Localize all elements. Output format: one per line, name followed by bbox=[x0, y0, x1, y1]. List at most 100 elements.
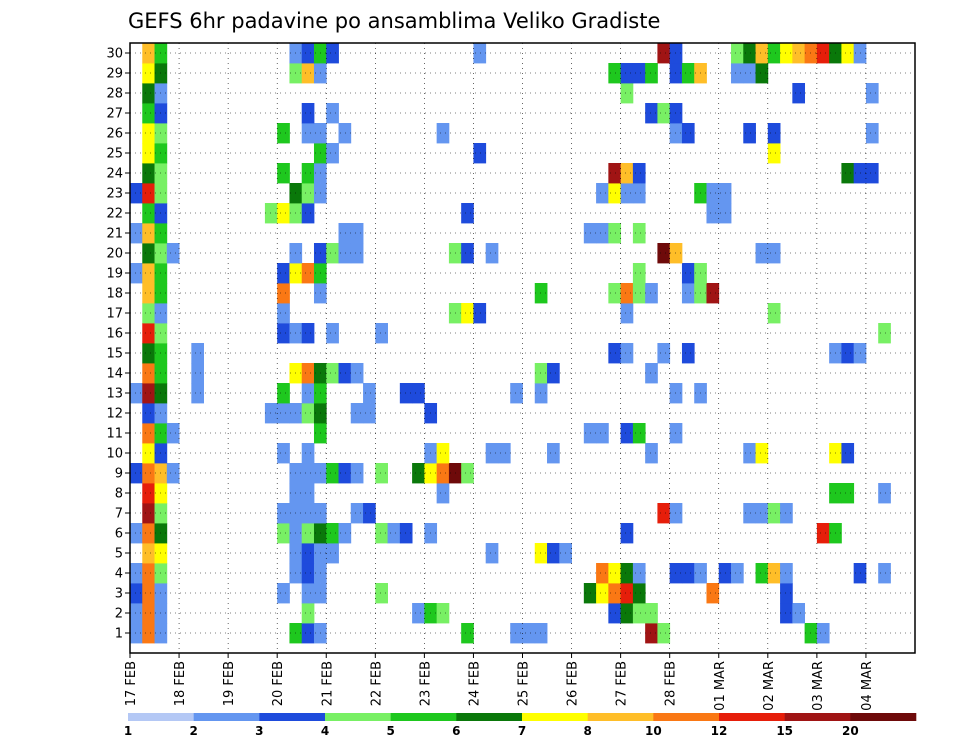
cell-member-14-step-33 bbox=[534, 363, 548, 384]
cell-member-3-step-12 bbox=[277, 583, 290, 604]
cell-member-4-step-0 bbox=[130, 563, 143, 584]
x-tick-25-feb: 25 FEB bbox=[517, 661, 532, 706]
x-tick-27-feb: 27 FEB bbox=[615, 661, 630, 706]
colorbar-segment-10 bbox=[719, 713, 785, 721]
cell-member-17-step-1 bbox=[142, 303, 155, 324]
cell-member-15-step-5 bbox=[191, 343, 204, 364]
colorbar: 1 2 3 4 5 6 7 8 10 12 15 20 bbox=[124, 713, 917, 738]
cell-member-19-step-0 bbox=[130, 263, 143, 284]
cell-member-27-step-42 bbox=[645, 103, 658, 124]
cell-member-3-step-40 bbox=[620, 583, 634, 604]
y-tick-4: 4 bbox=[115, 567, 123, 582]
cell-member-2-step-41 bbox=[632, 603, 646, 624]
cell-member-26-step-44 bbox=[669, 123, 683, 144]
cell-member-19-step-41 bbox=[632, 263, 646, 284]
cell-member-23-step-1 bbox=[142, 183, 155, 204]
cell-member-30-step-51 bbox=[755, 43, 769, 64]
cell-member-9-step-17 bbox=[338, 463, 352, 484]
cell-member-11-step-40 bbox=[620, 423, 634, 444]
colorbar-segment-1 bbox=[128, 713, 194, 721]
cell-member-25-step-52 bbox=[767, 143, 781, 164]
cell-member-21-step-39 bbox=[608, 223, 622, 244]
cell-member-9-step-14 bbox=[301, 463, 315, 484]
colorbar-label-15: 15 bbox=[776, 724, 793, 738]
cell-member-26-step-52 bbox=[767, 123, 781, 144]
colorbar-segment-6 bbox=[456, 713, 523, 721]
cell-member-2-step-54 bbox=[792, 603, 806, 624]
cell-member-29-step-45 bbox=[681, 63, 695, 84]
cell-member-20-step-27 bbox=[461, 243, 474, 264]
cell-member-19-step-14 bbox=[301, 263, 315, 284]
cell-member-30-step-28 bbox=[473, 43, 487, 64]
cell-member-29-step-44 bbox=[669, 63, 683, 84]
cell-member-1-step-32 bbox=[522, 623, 536, 644]
cell-member-5-step-14 bbox=[301, 543, 315, 564]
cell-member-13-step-5 bbox=[191, 383, 204, 404]
cell-member-24-step-39 bbox=[608, 163, 622, 184]
cell-member-4-step-61 bbox=[878, 563, 891, 584]
cell-member-6-step-20 bbox=[375, 523, 388, 544]
cell-member-22-step-14 bbox=[301, 203, 315, 224]
y-tick-6: 6 bbox=[115, 527, 123, 542]
cell-member-16-step-16 bbox=[326, 323, 339, 344]
cell-member-20-step-44 bbox=[669, 243, 683, 264]
cell-member-13-step-44 bbox=[669, 383, 683, 404]
cell-member-30-step-49 bbox=[731, 43, 744, 64]
colorbar-segment-3 bbox=[259, 713, 326, 721]
cell-member-3-step-1 bbox=[142, 583, 155, 604]
cell-member-2-step-14 bbox=[301, 603, 315, 624]
cell-member-4-step-41 bbox=[632, 563, 646, 584]
cell-member-6-step-21 bbox=[387, 523, 401, 544]
cell-member-26-step-60 bbox=[865, 123, 879, 144]
colorbar-label-6: 6 bbox=[452, 724, 460, 738]
cell-member-3-step-0 bbox=[130, 583, 143, 604]
cell-member-22-step-1 bbox=[142, 203, 155, 224]
x-tick-20-feb: 20 FEB bbox=[271, 661, 286, 706]
cell-member-2-step-0 bbox=[130, 603, 143, 624]
cell-member-14-step-16 bbox=[326, 363, 339, 384]
cell-member-20-step-52 bbox=[767, 243, 781, 264]
cell-member-2-step-42 bbox=[645, 603, 658, 624]
cell-member-1-step-31 bbox=[510, 623, 523, 644]
y-tick-5: 5 bbox=[115, 547, 123, 562]
cell-member-11-step-3 bbox=[166, 423, 180, 444]
cell-member-4-step-49 bbox=[731, 563, 744, 584]
cell-member-23-step-38 bbox=[596, 183, 609, 204]
cell-member-27-step-14 bbox=[301, 103, 315, 124]
cell-member-7-step-53 bbox=[780, 503, 793, 524]
cell-member-23-step-14 bbox=[301, 183, 315, 204]
cell-member-16-step-61 bbox=[878, 323, 891, 344]
cell-member-28-step-60 bbox=[865, 83, 879, 104]
cell-member-29-step-1 bbox=[142, 63, 155, 84]
cell-member-2-step-53 bbox=[780, 603, 793, 624]
cell-member-13-step-33 bbox=[534, 383, 548, 404]
cell-member-13-step-14 bbox=[301, 383, 315, 404]
cell-member-4-step-44 bbox=[669, 563, 683, 584]
cell-member-13-step-1 bbox=[142, 383, 155, 404]
cell-member-4-step-53 bbox=[780, 563, 793, 584]
cell-member-7-step-19 bbox=[363, 503, 376, 524]
cell-member-21-step-17 bbox=[338, 223, 352, 244]
cell-member-24-step-14 bbox=[301, 163, 315, 184]
cell-member-19-step-45 bbox=[681, 263, 695, 284]
cell-member-10-step-51 bbox=[755, 443, 769, 464]
cell-member-10-step-12 bbox=[277, 443, 290, 464]
cell-member-23-step-47 bbox=[706, 183, 720, 204]
x-tick-23-feb: 23 FEB bbox=[418, 661, 433, 706]
cell-member-5-step-33 bbox=[534, 543, 548, 564]
cell-member-10-step-25 bbox=[436, 443, 450, 464]
cell-member-11-step-44 bbox=[669, 423, 683, 444]
cell-member-21-step-1 bbox=[142, 223, 155, 244]
cell-member-14-step-34 bbox=[547, 363, 560, 384]
cell-member-10-step-42 bbox=[645, 443, 658, 464]
cell-member-6-step-40 bbox=[620, 523, 634, 544]
cell-member-2-step-23 bbox=[412, 603, 425, 624]
cell-member-22-step-27 bbox=[461, 203, 474, 224]
cell-member-8-step-25 bbox=[436, 483, 450, 504]
cell-member-11-step-38 bbox=[596, 423, 609, 444]
cell-member-26-step-17 bbox=[338, 123, 352, 144]
cell-member-24-step-1 bbox=[142, 163, 155, 184]
cell-member-14-step-1 bbox=[142, 363, 155, 384]
cell-member-16-step-20 bbox=[375, 323, 388, 344]
